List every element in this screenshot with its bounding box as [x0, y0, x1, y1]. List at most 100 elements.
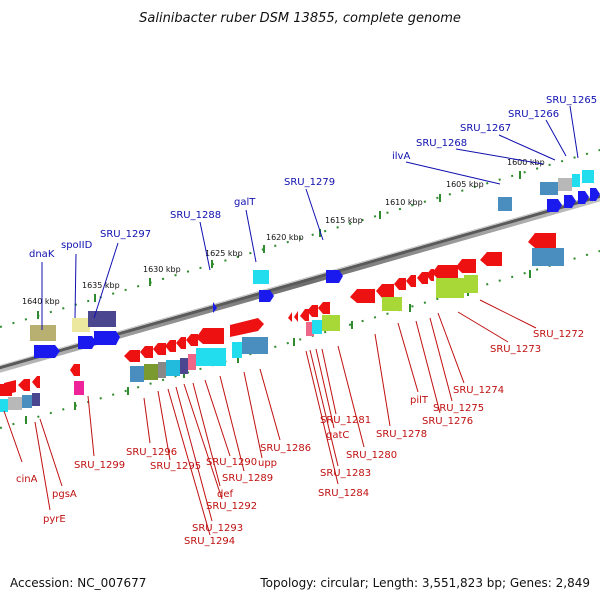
gene-arrow: [196, 328, 224, 344]
gene-arrow: [318, 302, 330, 314]
cog-box: [436, 278, 464, 298]
gene-arrow: [18, 379, 30, 391]
gene-label: SRU_1288: [170, 210, 221, 221]
gene-label: spoIID: [61, 240, 93, 251]
gene-label: SRU_1290: [206, 457, 257, 468]
scale-label: 1610 kbp: [385, 198, 423, 207]
gene-arrow: [186, 334, 198, 346]
cog-box: [532, 248, 564, 266]
top-label-connectors: [41, 105, 579, 330]
gene-label: pgsA: [52, 489, 77, 500]
gene-arrow: [547, 199, 562, 212]
cog-box: [306, 322, 314, 336]
gene-arrow: [432, 265, 458, 279]
gene-arrow: [578, 191, 589, 204]
bottom-labels: cinA pyrE pgsA SRU_1299 SRU_1296 SRU_129…: [16, 329, 584, 547]
gene-arrow: [140, 346, 153, 358]
cog-box: [558, 178, 572, 191]
scale-track-lower: [0, 250, 600, 429]
gene-arrow: [307, 305, 318, 317]
gene-label: cinA: [16, 474, 38, 485]
scale-label: 1640 kbp: [22, 297, 60, 306]
cog-box: [158, 362, 166, 378]
scale-track-upper: [0, 149, 600, 328]
gene-label: SRU_1268: [416, 138, 467, 149]
cog-box: [30, 325, 56, 341]
accession-text: Accession: NC_007677: [10, 576, 146, 590]
gene-label: SRU_1275: [433, 403, 484, 414]
cog-box: [88, 311, 116, 327]
scale-label: 1620 kbp: [266, 233, 304, 242]
gene-label: SRU_1284: [318, 488, 369, 499]
gene-label: SRU_1296: [126, 447, 177, 458]
gene-arrow: [4, 380, 16, 395]
gene-arrow: [70, 364, 80, 376]
gene-arrow: [78, 336, 96, 349]
gene-label: SRU_1272: [533, 329, 584, 340]
gene-label: upp: [258, 458, 277, 469]
gene-arrow: [528, 233, 556, 248]
scale-label: 1605 kbp: [446, 180, 484, 189]
gene-label: SRU_1295: [150, 461, 201, 472]
cog-box: [196, 348, 226, 366]
gene-label: SRU_1286: [260, 443, 311, 454]
gene-label: SRU_1267: [460, 123, 511, 134]
cog-box: [188, 354, 196, 370]
gene-label: SRU_1279: [284, 177, 335, 188]
gene-label: dnaK: [29, 249, 55, 260]
gene-arrow: [153, 343, 166, 355]
gene-arrow: [417, 272, 428, 284]
gene-label: pyrE: [43, 514, 66, 525]
scale-label: 1635 kbp: [82, 281, 120, 290]
gene-arrow: [406, 275, 416, 287]
gene-arrow: [213, 302, 217, 313]
gene-arrow: [230, 318, 264, 337]
gene-arrow: [456, 259, 476, 273]
gene-arrow: [94, 331, 120, 345]
cog-box: [498, 197, 512, 211]
gene-label: SRU_1299: [74, 460, 125, 471]
cog-box: [0, 399, 8, 412]
gene-label: galT: [234, 197, 256, 208]
reverse-genes: [0, 233, 556, 396]
cog-box: [242, 337, 268, 354]
gene-arrow: [259, 290, 274, 302]
gene-label: SRU_1278: [376, 429, 427, 440]
gene-arrow: [34, 345, 60, 358]
cog-box: [8, 397, 22, 410]
gene-label: SRU_1292: [206, 501, 257, 512]
cog-box: [464, 275, 478, 293]
cog-box: [22, 395, 32, 408]
gene-arrow: [288, 312, 292, 322]
cog-box: [72, 318, 90, 332]
top-labels: dnaK spoIID SRU_1297 SRU_1288 galT SRU_1…: [29, 95, 597, 260]
cog-box: [322, 315, 340, 331]
gene-arrow: [350, 289, 375, 303]
gene-label: SRU_1294: [184, 536, 235, 547]
gene-label: SRU_1289: [222, 473, 273, 484]
gene-arrow: [564, 195, 576, 208]
gene-label: def: [217, 489, 234, 500]
scale-label: 1600 kbp: [507, 158, 545, 167]
gene-arrow: [376, 284, 394, 298]
gene-arrow: [480, 252, 502, 266]
gene-label: ilvA: [392, 151, 410, 162]
scale-label: 1625 kbp: [205, 249, 243, 258]
cog-box: [232, 342, 242, 358]
gene-label: SRU_1266: [508, 109, 559, 120]
cog-box: [166, 360, 180, 376]
gene-label: SRU_1274: [453, 385, 504, 396]
gene-arrow: [124, 350, 140, 362]
gene-label: SRU_1297: [100, 229, 151, 240]
cog-box: [582, 170, 594, 183]
scale-labels: 1640 kbp 1635 kbp 1630 kbp 1625 kbp 1620…: [22, 158, 545, 306]
bottom-label-connectors: [3, 299, 537, 536]
gene-label: gatC: [326, 430, 349, 441]
gene-arrow: [326, 270, 343, 283]
gene-arrow: [294, 311, 298, 322]
cog-box: [180, 358, 188, 374]
gene-label: pilT: [410, 395, 429, 406]
gene-arrow: [32, 376, 40, 388]
gene-arrow: [394, 278, 406, 290]
cog-box: [32, 393, 40, 406]
